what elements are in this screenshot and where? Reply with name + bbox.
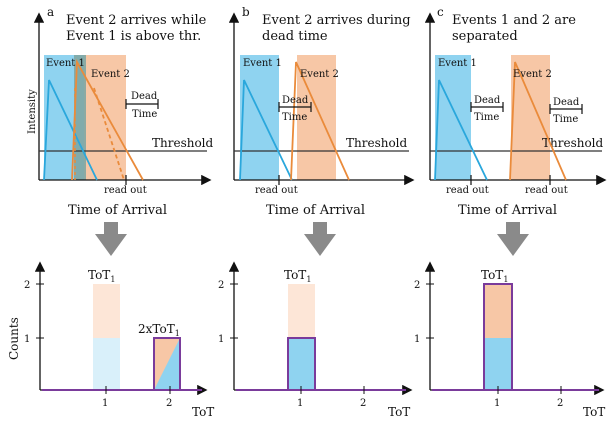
dead-label-2: Dead	[553, 97, 580, 108]
histogram-b: 2 1 1 2 ToT ToT1	[218, 261, 413, 419]
read-out-label-2: read out	[525, 185, 568, 196]
time-label: Time	[282, 112, 307, 123]
y-tick-2: 2	[24, 280, 30, 291]
read-out-label: read out	[255, 185, 298, 196]
y-tick-1: 1	[414, 334, 420, 345]
panel-letter: c	[437, 5, 444, 19]
x-tick-2: 2	[166, 398, 172, 409]
panel-b-top: Threshold Dead Time read out Event 1 Eve…	[228, 5, 415, 218]
time-of-arrival-label: Time of Arrival	[266, 203, 365, 218]
x-tick-2: 2	[557, 398, 563, 409]
read-out-label: read out	[104, 185, 147, 196]
time-label-2: Time	[553, 114, 578, 125]
x-tick-1: 1	[102, 398, 108, 409]
dead-label: Dead	[282, 95, 309, 106]
bar-event2	[484, 284, 512, 338]
event2-pulse	[290, 61, 350, 181]
pileup-bar-outline	[153, 337, 181, 390]
y-tick-1: 1	[24, 334, 30, 345]
faded-bar-event2	[93, 284, 120, 338]
2x-tot1-label: 2xToT1	[138, 322, 180, 338]
tot-axis-label: ToT	[583, 405, 605, 419]
event1-pulse	[43, 79, 98, 181]
panel-title-line2: separated	[452, 29, 518, 44]
panel-title-line2: Event 1 is above thr.	[66, 29, 201, 44]
faded-bar-event2	[288, 284, 315, 338]
threshold-label: Threshold	[152, 136, 214, 150]
panel-title-line1: Event 2 arrives during	[262, 13, 411, 28]
down-arrow	[497, 222, 529, 256]
y-tick-2: 2	[414, 280, 420, 291]
y-tick-1: 1	[218, 334, 224, 345]
time-label-1: Time	[474, 112, 499, 123]
event2-pulse	[71, 58, 144, 181]
histogram-a: 2 1 Counts 1 2 ToT ToT1 2xToT1	[7, 261, 214, 419]
event1-window	[435, 55, 471, 180]
panel-title-line2: dead time	[262, 29, 328, 44]
y-tick-2: 2	[218, 280, 224, 291]
event1-label: Event 1	[46, 58, 85, 69]
bar-event1	[484, 338, 512, 390]
threshold-label: Threshold	[542, 136, 604, 150]
tot1-label: ToT1	[284, 268, 311, 284]
event1-label: Event 1	[438, 58, 477, 69]
pileup-dashed	[93, 87, 125, 181]
time-of-arrival-label: Time of Arrival	[68, 203, 167, 218]
bar-outline	[287, 337, 316, 390]
overlap-region	[74, 55, 86, 180]
tot1-label: ToT1	[481, 268, 508, 284]
event1-pulse	[239, 79, 293, 181]
event2-label: Event 2	[91, 69, 130, 80]
event1-label: Event 1	[243, 58, 282, 69]
event1-window	[240, 55, 279, 180]
tot-axis-label: ToT	[388, 405, 410, 419]
counts-label: Counts	[7, 317, 21, 360]
event1-pulse	[434, 79, 488, 181]
x-tick-2: 2	[360, 398, 366, 409]
read-out-label-1: read out	[446, 185, 489, 196]
panel-letter: a	[47, 5, 54, 19]
histogram-c: 2 1 1 2 ToT ToT1	[414, 261, 605, 419]
time-of-arrival-label: Time of Arrival	[458, 203, 557, 218]
panel-title-line1: Event 2 arrives while	[66, 13, 207, 28]
pileup-bar-blue	[154, 338, 180, 390]
bar-event1	[288, 338, 315, 390]
bar-outline	[483, 283, 513, 390]
intensity-label: Intensity	[27, 89, 38, 134]
dead-label: Dead	[131, 91, 158, 102]
panel-letter: b	[242, 5, 250, 19]
x-tick-1: 1	[494, 398, 500, 409]
event2-pulse	[509, 61, 567, 181]
panel-c-top: Threshold Dead Time Dead Time read out r…	[424, 5, 607, 218]
event2-label: Event 2	[300, 69, 339, 80]
event2-window	[297, 55, 336, 180]
down-arrow	[304, 222, 336, 256]
tot-axis-label: ToT	[192, 405, 214, 419]
event2-window	[511, 55, 550, 180]
event2-window	[84, 55, 126, 180]
faded-bar-event1	[93, 338, 120, 390]
time-label: Time	[132, 109, 157, 120]
panel-a-top: Threshold Dead Time read out Event 1 Eve…	[27, 5, 214, 218]
x-tick-1: 1	[297, 398, 303, 409]
down-arrow	[95, 222, 127, 256]
panel-title-line1: Events 1 and 2 are	[452, 13, 576, 28]
event2-label: Event 2	[513, 69, 552, 80]
threshold-label: Threshold	[346, 136, 408, 150]
tot1-label: ToT1	[88, 268, 115, 284]
dead-label-1: Dead	[474, 95, 501, 106]
